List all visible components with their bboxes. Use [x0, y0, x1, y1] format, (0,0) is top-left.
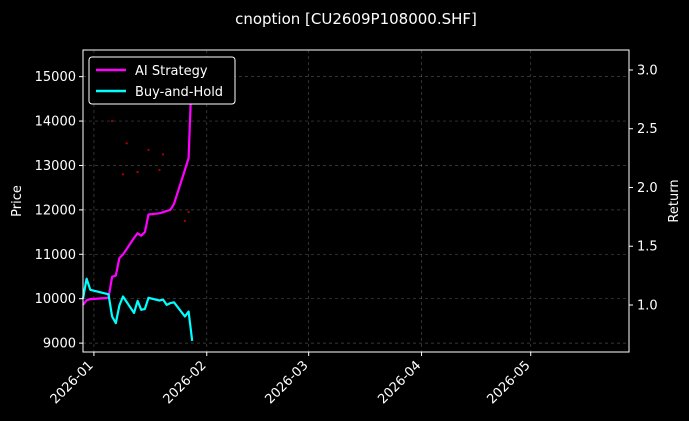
grid: [83, 50, 629, 352]
series-lines: [81, 61, 194, 342]
legend: AI Strategy Buy-and-Hold: [88, 56, 236, 105]
legend-label-ai-strategy: AI Strategy: [135, 64, 208, 79]
y-left-tick-label: 9000: [43, 337, 76, 352]
y-left-tick-label: 15000: [35, 70, 76, 85]
y-left-tick-label: 13000: [35, 159, 76, 174]
y-left-tick-label: 14000: [35, 115, 76, 130]
y-right-tick-label: 3.0: [637, 63, 658, 78]
y-right-tick-label: 2.0: [637, 181, 658, 196]
y-left-tick-label: 11000: [35, 248, 76, 263]
trade-marker: [136, 170, 139, 174]
trade-marker: [158, 168, 161, 172]
trade-marker: [110, 119, 114, 123]
scatter-markers: [110, 119, 190, 223]
buy-and-hold-line: [81, 277, 194, 342]
y-axis-left: 9000 10000 11000 12000 13000 14000 15000: [35, 70, 83, 352]
chart-title: cnoption [CU2609P108000.SHF]: [235, 10, 477, 28]
trade-marker: [161, 153, 165, 156]
trade-marker: [183, 219, 187, 223]
trade-marker: [147, 148, 150, 152]
ai-strategy-line: [82, 61, 194, 306]
plot-frame: [82, 49, 630, 353]
legend-label-buy-and-hold: Buy-and-Hold: [135, 85, 223, 100]
y-left-tick-label: 10000: [35, 292, 76, 307]
y-right-tick-label: 2.5: [637, 122, 658, 137]
y-left-tick-label: 12000: [35, 203, 76, 218]
trade-marker: [187, 210, 190, 214]
y-axis-right-label: Return: [667, 179, 682, 222]
trade-marker: [121, 173, 125, 176]
y-axis-right: 1.0 1.5 2.0 2.5 3.0: [629, 63, 658, 313]
trade-marker: [125, 142, 128, 145]
y-right-tick-label: 1.0: [637, 298, 658, 313]
y-axis-left-label: Price: [10, 185, 25, 217]
y-right-tick-label: 1.5: [637, 240, 658, 255]
